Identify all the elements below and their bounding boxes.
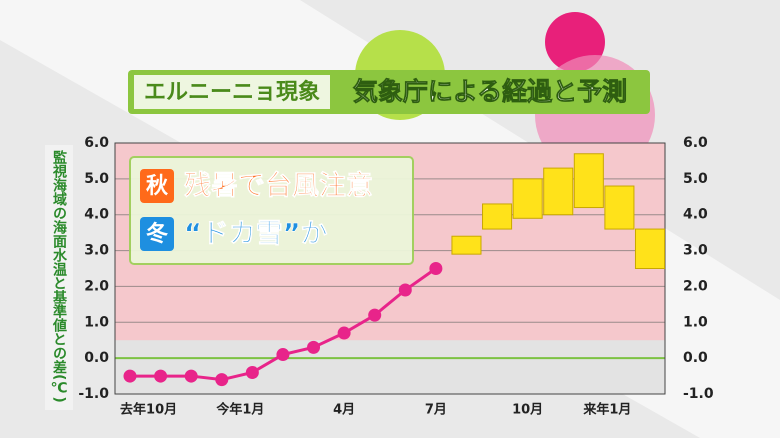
forecast-box bbox=[512, 178, 543, 219]
y2-tick-label: 6.0 bbox=[683, 135, 708, 151]
x-tick-label: 7月 bbox=[425, 403, 447, 418]
annotation-badge-text: 冬 bbox=[146, 221, 168, 247]
y-axis-label: 監視海域の海面水温と基準値との差(℃) bbox=[50, 149, 68, 402]
forecast-box bbox=[451, 235, 482, 255]
subtitle: 気象庁による経過と予測 bbox=[353, 77, 627, 106]
annotation-badge bbox=[140, 217, 174, 251]
title-box bbox=[134, 75, 330, 109]
y-tick-label: -1.0 bbox=[78, 386, 109, 402]
y2-tick-label: 4.0 bbox=[683, 207, 708, 223]
data-point bbox=[398, 283, 412, 297]
data-point bbox=[215, 373, 229, 387]
x-tick-label: 来年1月 bbox=[582, 402, 631, 418]
forecast-box bbox=[634, 228, 666, 269]
y-tick-label: 5.0 bbox=[84, 171, 109, 187]
annotation-badge-text: 秋 bbox=[146, 174, 169, 199]
title: エルニーニョ現象 bbox=[144, 79, 320, 105]
y-tick-label: 2.0 bbox=[84, 278, 109, 294]
data-point bbox=[368, 308, 382, 322]
data-point bbox=[184, 369, 198, 383]
data-point bbox=[307, 340, 321, 354]
y-tick-label: 3.0 bbox=[84, 243, 109, 259]
y-tick-label: 6.0 bbox=[84, 135, 109, 151]
y-label-box bbox=[45, 145, 73, 410]
forecast-box bbox=[482, 203, 513, 230]
annotation-text: 残暑で台風注意 bbox=[184, 170, 373, 202]
y2-tick-label: 1.0 bbox=[683, 314, 708, 330]
annotation-text: “ドカ雪”か bbox=[184, 219, 328, 250]
forecast-box bbox=[543, 167, 574, 216]
data-point bbox=[123, 369, 137, 383]
forecast-box bbox=[573, 153, 604, 209]
data-point bbox=[245, 365, 259, 379]
y-tick-label: 0.0 bbox=[84, 350, 109, 366]
annotation-box bbox=[129, 156, 414, 265]
y2-tick-label: 0.0 bbox=[683, 350, 708, 366]
data-point bbox=[154, 369, 168, 383]
y-tick-label: 1.0 bbox=[84, 314, 109, 330]
y2-tick-label: 5.0 bbox=[683, 171, 708, 187]
data-point bbox=[337, 326, 351, 340]
data-point bbox=[276, 348, 290, 362]
y2-tick-label: 3.0 bbox=[683, 243, 708, 259]
y-tick-label: 4.0 bbox=[84, 207, 109, 223]
x-tick-label: 4月 bbox=[333, 403, 355, 418]
y2-tick-label: 2.0 bbox=[683, 278, 708, 294]
x-tick-label: 10月 bbox=[512, 403, 543, 418]
x-tick-label: 今年1月 bbox=[215, 402, 264, 418]
x-tick-label: 去年10月 bbox=[120, 402, 177, 418]
forecast-box bbox=[604, 185, 635, 230]
annotation-badge bbox=[140, 169, 174, 203]
data-point bbox=[429, 262, 443, 275]
y2-tick-label: -1.0 bbox=[683, 386, 714, 402]
